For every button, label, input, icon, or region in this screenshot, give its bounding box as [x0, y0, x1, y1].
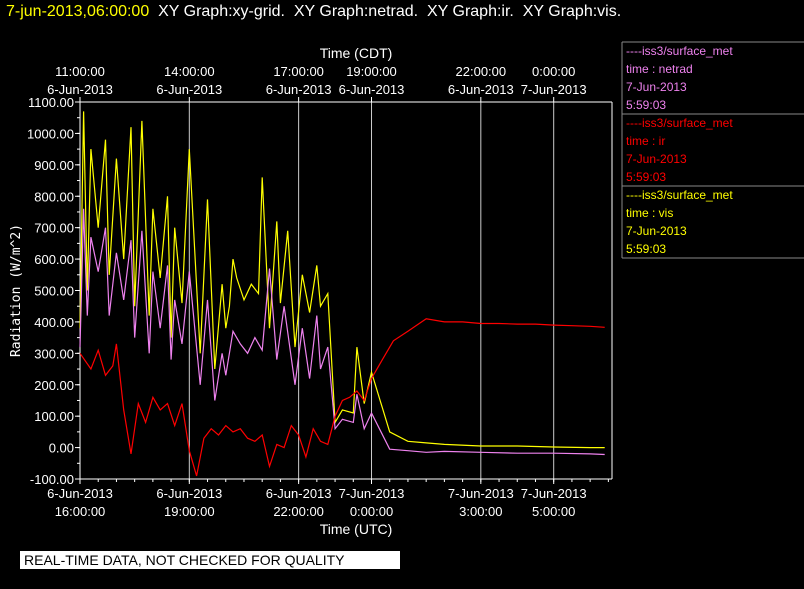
- y-tick-label: 0.00: [49, 441, 74, 456]
- legend-ir: ----iss3/surface_met time : ir 7-Jun-201…: [626, 114, 733, 186]
- top-tick-date: 7-Jun-2013: [521, 82, 587, 97]
- top-tick-time: 19:00:00: [346, 64, 397, 79]
- title-graph-list: XY Graph:xy-grid. XY Graph:netrad. XY Gr…: [149, 3, 622, 20]
- legend-vis-source: ----iss3/surface_met: [626, 188, 733, 202]
- top-tick-time: 17:00:00: [273, 64, 324, 79]
- series-line-vis: [79, 111, 605, 449]
- legend-netrad: ----iss3/surface_met time : netrad 7-Jun…: [626, 42, 733, 114]
- legend-ir-date: 7-Jun-2013: [626, 152, 687, 166]
- top-tick-date: 6-Jun-2013: [266, 82, 332, 97]
- bottom-tick-date: 6-Jun-2013: [266, 486, 332, 501]
- y-tick-label: 100.00: [34, 409, 74, 424]
- bottom-tick-time: 16:00:00: [55, 504, 106, 519]
- y-tick-label: 700.00: [34, 221, 74, 236]
- title-date: 7-jun-2013,06:00:00: [6, 3, 150, 20]
- y-tick-label: 400.00: [34, 315, 74, 330]
- title-bar: 7-jun-2013,06:00:00 XY Graph:xy-grid. XY…: [6, 3, 621, 21]
- y-tick-label: 1000.00: [27, 126, 74, 141]
- quality-disclaimer: REAL-TIME DATA, NOT CHECKED FOR QUALITY: [20, 551, 400, 569]
- top-tick-time: 22:00:00: [456, 64, 507, 79]
- y-tick-label: 600.00: [34, 252, 74, 267]
- top-tick-time: 11:00:00: [55, 64, 105, 79]
- y-tick-label: 900.00: [34, 158, 74, 173]
- top-tick-time: 0:00:00: [532, 64, 575, 79]
- bottom-tick-date: 7-Jun-2013: [448, 486, 514, 501]
- top-tick-date: 6-Jun-2013: [47, 82, 113, 97]
- bottom-tick-time: 3:00:00: [459, 504, 502, 519]
- bottom-tick-date: 6-Jun-2013: [47, 486, 113, 501]
- series-line-ir: [79, 318, 605, 477]
- legend-ir-time: 5:59:03: [626, 170, 667, 184]
- top-tick-time: 14:00:00: [164, 64, 215, 79]
- legend-vis-date: 7-Jun-2013: [626, 224, 687, 238]
- top-tick-date: 6-Jun-2013: [448, 82, 514, 97]
- legend-vis-time: 5:59:03: [626, 242, 667, 256]
- top-tick-date: 6-Jun-2013: [339, 82, 405, 97]
- y-tick-label: 1100.00: [28, 95, 74, 110]
- series-line-netrad: [79, 208, 605, 456]
- bottom-tick-date: 7-Jun-2013: [339, 486, 405, 501]
- legend-netrad-field: time : netrad: [626, 62, 693, 76]
- bottom-tick-time: 0:00:00: [350, 504, 393, 519]
- bottom-tick-date: 7-Jun-2013: [521, 486, 587, 501]
- top-axis-title: Time (CDT): [320, 45, 393, 61]
- legend-ir-source: ----iss3/surface_met: [626, 116, 733, 130]
- y-tick-label: 200.00: [34, 378, 74, 393]
- legend-ir-field: time : ir: [626, 134, 666, 148]
- top-tick-date: 6-Jun-2013: [156, 82, 222, 97]
- bottom-tick-time: 5:00:00: [532, 504, 575, 519]
- y-tick-label: 800.00: [34, 189, 74, 204]
- legend-netrad-date: 7-Jun-2013: [626, 80, 687, 94]
- y-axis-title: Radiation (W/m^2): [9, 224, 24, 357]
- bottom-tick-time: 22:00:00: [273, 504, 324, 519]
- legend-netrad-source: ----iss3/surface_met: [626, 44, 733, 58]
- bottom-tick-time: 19:00:00: [164, 504, 215, 519]
- y-tick-label: 500.00: [34, 284, 74, 299]
- legend-netrad-time: 5:59:03: [626, 98, 667, 112]
- legend-vis: ----iss3/surface_met time : vis 7-Jun-20…: [626, 186, 733, 258]
- legend-vis-field: time : vis: [626, 206, 674, 220]
- y-tick-label: 300.00: [34, 346, 74, 361]
- y-tick-label: -100.00: [30, 472, 74, 487]
- bottom-tick-date: 6-Jun-2013: [156, 486, 222, 501]
- x-axis-title: Time (UTC): [320, 521, 393, 537]
